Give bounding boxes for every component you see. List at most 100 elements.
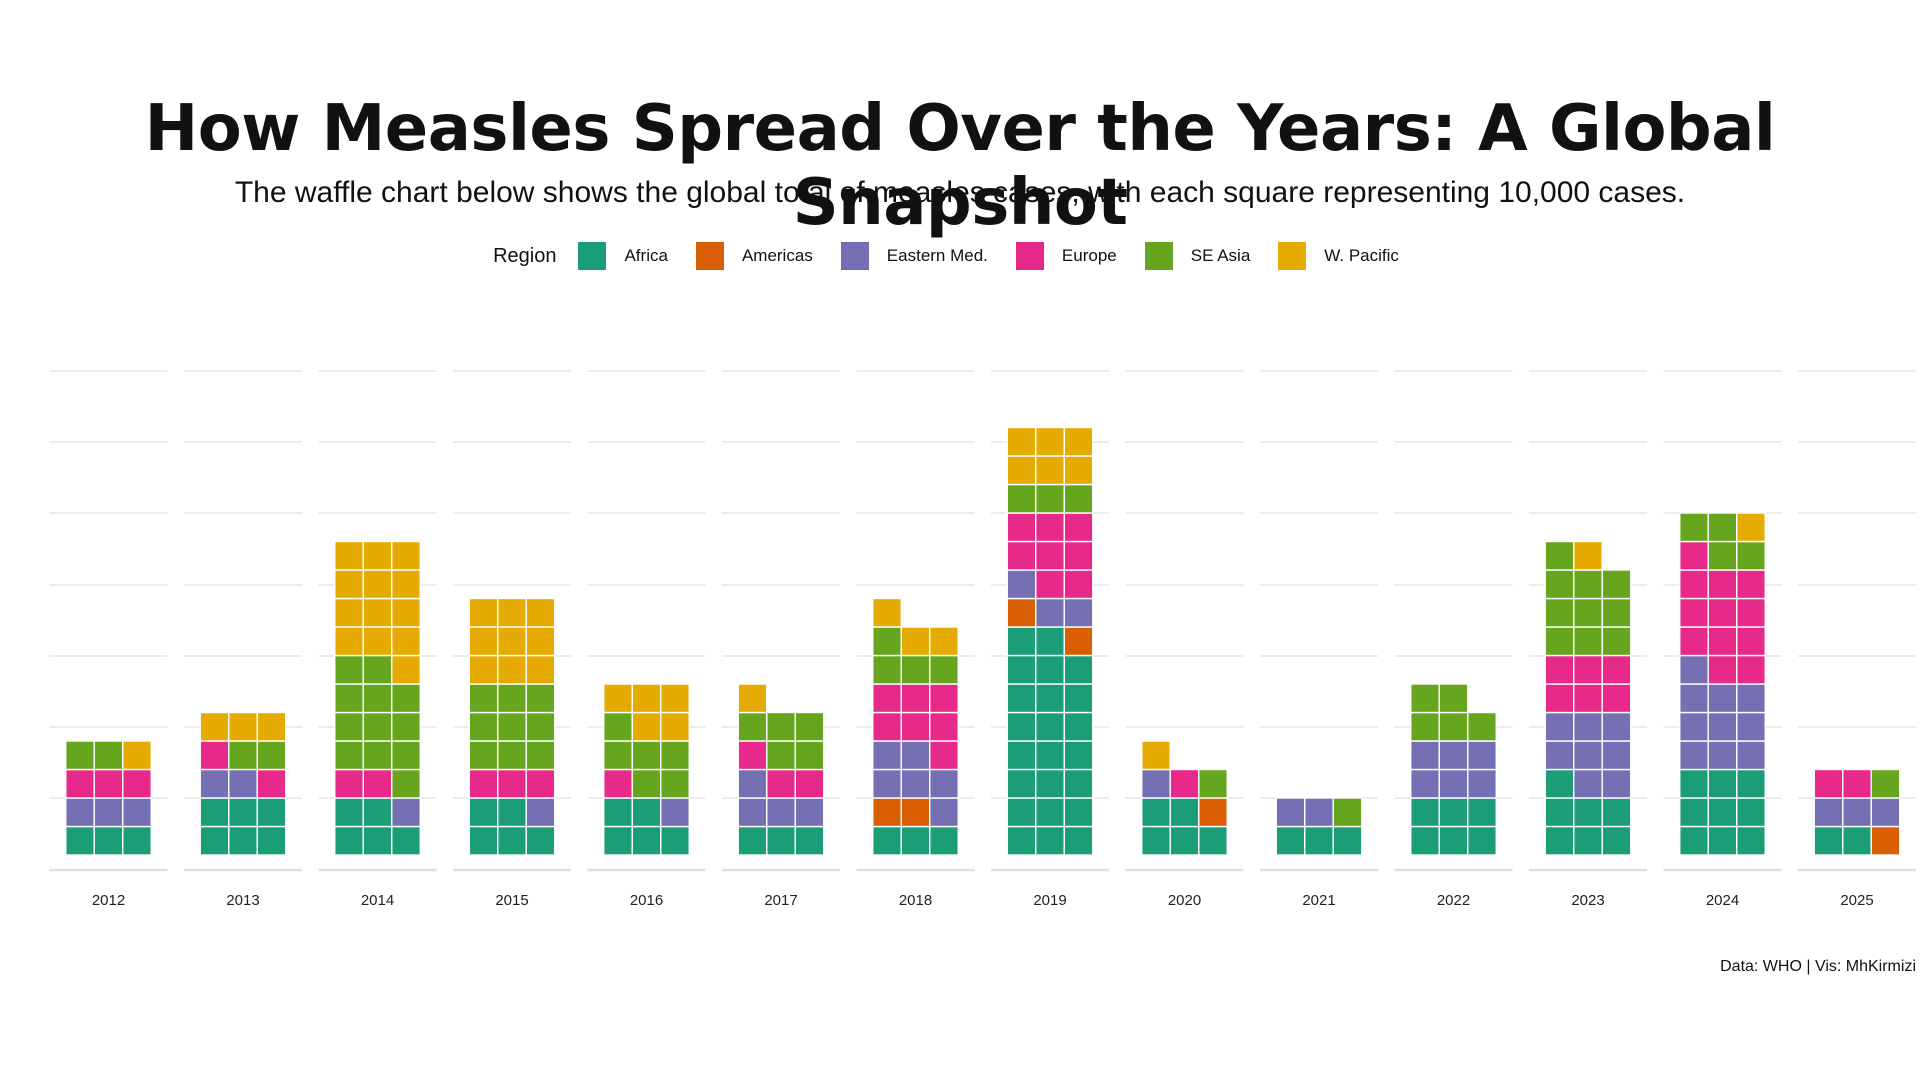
waffle-square-africa bbox=[199, 825, 230, 856]
waffle-square-africa bbox=[1006, 825, 1037, 856]
waffle-square-se-asia bbox=[1736, 540, 1766, 571]
waffle-square-w-pacific bbox=[334, 569, 364, 600]
waffle-square-w-pacific bbox=[468, 626, 499, 657]
waffle-square-w-pacific bbox=[1006, 455, 1037, 486]
waffle-square-europe bbox=[497, 768, 527, 799]
waffle-square-europe bbox=[334, 768, 364, 799]
waffle-square-europe bbox=[1679, 540, 1709, 571]
waffle-square-se-asia bbox=[525, 711, 556, 742]
waffle-square-africa bbox=[1198, 825, 1228, 856]
waffle-square-w-pacific bbox=[1736, 512, 1766, 543]
waffle-square-africa bbox=[1544, 797, 1575, 828]
waffle-square-africa bbox=[468, 825, 499, 856]
waffle-square-w-pacific bbox=[497, 597, 527, 628]
waffle-square-africa bbox=[660, 825, 690, 856]
waffle-square-africa bbox=[1006, 740, 1037, 771]
waffle-square-se-asia bbox=[929, 654, 959, 685]
waffle-square-w-pacific bbox=[1573, 540, 1603, 571]
waffle-square-eastern-med bbox=[525, 797, 556, 828]
legend-swatch-africa bbox=[578, 242, 607, 270]
waffle-square-eastern-med bbox=[1679, 711, 1709, 742]
legend-label-se-asia: SE Asia bbox=[1190, 246, 1251, 265]
chart-caption: Data: WHO | Vis: MhKirmizi bbox=[1720, 958, 1916, 975]
waffle-square-eastern-med bbox=[1467, 740, 1497, 771]
waffle-square-w-pacific bbox=[256, 711, 287, 742]
waffle-square-w-pacific bbox=[525, 597, 556, 628]
waffle-square-europe bbox=[65, 768, 95, 799]
waffle-square-europe bbox=[794, 768, 825, 799]
waffle-square-europe bbox=[1736, 654, 1766, 685]
waffle-square-eastern-med bbox=[1679, 654, 1709, 685]
waffle-square-africa bbox=[525, 825, 556, 856]
waffle-square-w-pacific bbox=[631, 683, 662, 714]
waffle-square-se-asia bbox=[737, 711, 768, 742]
waffle-square-eastern-med bbox=[737, 797, 768, 828]
waffle-square-se-asia bbox=[1679, 512, 1709, 543]
waffle-square-se-asia bbox=[468, 711, 499, 742]
waffle-square-europe bbox=[1035, 569, 1065, 600]
waffle-square-w-pacific bbox=[1006, 426, 1037, 457]
waffle-square-eastern-med bbox=[1736, 711, 1766, 742]
waffle-square-africa bbox=[1679, 768, 1709, 799]
waffle-square-eastern-med bbox=[1544, 711, 1575, 742]
waffle-square-eastern-med bbox=[1573, 711, 1603, 742]
waffle-square-se-asia bbox=[1707, 512, 1738, 543]
waffle-square-africa bbox=[1006, 683, 1037, 714]
waffle-square-africa bbox=[1169, 825, 1200, 856]
legend-item-eastern-med: Eastern Med. bbox=[840, 242, 988, 270]
waffle-square-europe bbox=[199, 740, 230, 771]
waffle-square-se-asia bbox=[631, 740, 662, 771]
year-label: 2020 bbox=[1168, 892, 1201, 909]
legend-swatch-europe bbox=[1015, 242, 1044, 270]
waffle-square-africa bbox=[1063, 711, 1094, 742]
legend-label-americas: Americas bbox=[741, 246, 813, 265]
waffle-square-se-asia bbox=[1601, 569, 1632, 600]
waffle-square-europe bbox=[362, 768, 393, 799]
waffle-square-americas bbox=[1870, 825, 1901, 856]
waffle-square-eastern-med bbox=[1275, 797, 1306, 828]
waffle-square-eastern-med bbox=[929, 768, 959, 799]
waffle-square-w-pacific bbox=[1063, 426, 1094, 457]
waffle-square-eastern-med bbox=[1601, 768, 1632, 799]
waffle-square-se-asia bbox=[468, 683, 499, 714]
waffle-square-w-pacific bbox=[334, 626, 364, 657]
waffle-square-africa bbox=[1736, 768, 1766, 799]
waffle-square-africa bbox=[1573, 825, 1603, 856]
waffle-square-europe bbox=[1707, 569, 1738, 600]
waffle-square-eastern-med bbox=[794, 797, 825, 828]
waffle-square-africa bbox=[256, 825, 287, 856]
waffle-square-europe bbox=[468, 768, 499, 799]
waffle-square-africa bbox=[1544, 825, 1575, 856]
waffle-square-se-asia bbox=[362, 683, 393, 714]
waffle-square-w-pacific bbox=[660, 683, 690, 714]
waffle-square-europe bbox=[929, 740, 959, 771]
waffle-square-se-asia bbox=[1544, 540, 1575, 571]
waffle-square-africa bbox=[603, 797, 633, 828]
waffle-square-w-pacific bbox=[199, 711, 230, 742]
waffle-square-se-asia bbox=[468, 740, 499, 771]
waffle-square-europe bbox=[1573, 654, 1603, 685]
waffle-square-eastern-med bbox=[122, 797, 152, 828]
waffle-square-se-asia bbox=[1544, 569, 1575, 600]
waffle-square-europe bbox=[900, 683, 931, 714]
waffle-square-africa bbox=[1573, 797, 1603, 828]
waffle-square-eastern-med bbox=[872, 740, 902, 771]
waffle-square-se-asia bbox=[1063, 483, 1094, 514]
waffle-square-se-asia bbox=[603, 711, 633, 742]
waffle-square-eastern-med bbox=[93, 797, 124, 828]
waffle-square-africa bbox=[1736, 797, 1766, 828]
waffle-square-eastern-med bbox=[900, 768, 931, 799]
waffle-square-africa bbox=[1035, 711, 1065, 742]
legend: Region Africa Americas Eastern Med. Euro… bbox=[0, 242, 1920, 270]
waffle-square-eastern-med bbox=[1573, 740, 1603, 771]
waffle-square-africa bbox=[794, 825, 825, 856]
waffle-square-europe bbox=[1707, 626, 1738, 657]
waffle-square-w-pacific bbox=[1063, 455, 1094, 486]
waffle-square-w-pacific bbox=[900, 626, 931, 657]
waffle-square-africa bbox=[900, 825, 931, 856]
waffle-square-eastern-med bbox=[1438, 740, 1469, 771]
waffle-square-africa bbox=[1006, 654, 1037, 685]
legend-label-eastern-med: Eastern Med. bbox=[886, 246, 988, 265]
waffle-square-eastern-med bbox=[228, 768, 258, 799]
waffle-square-americas bbox=[900, 797, 931, 828]
